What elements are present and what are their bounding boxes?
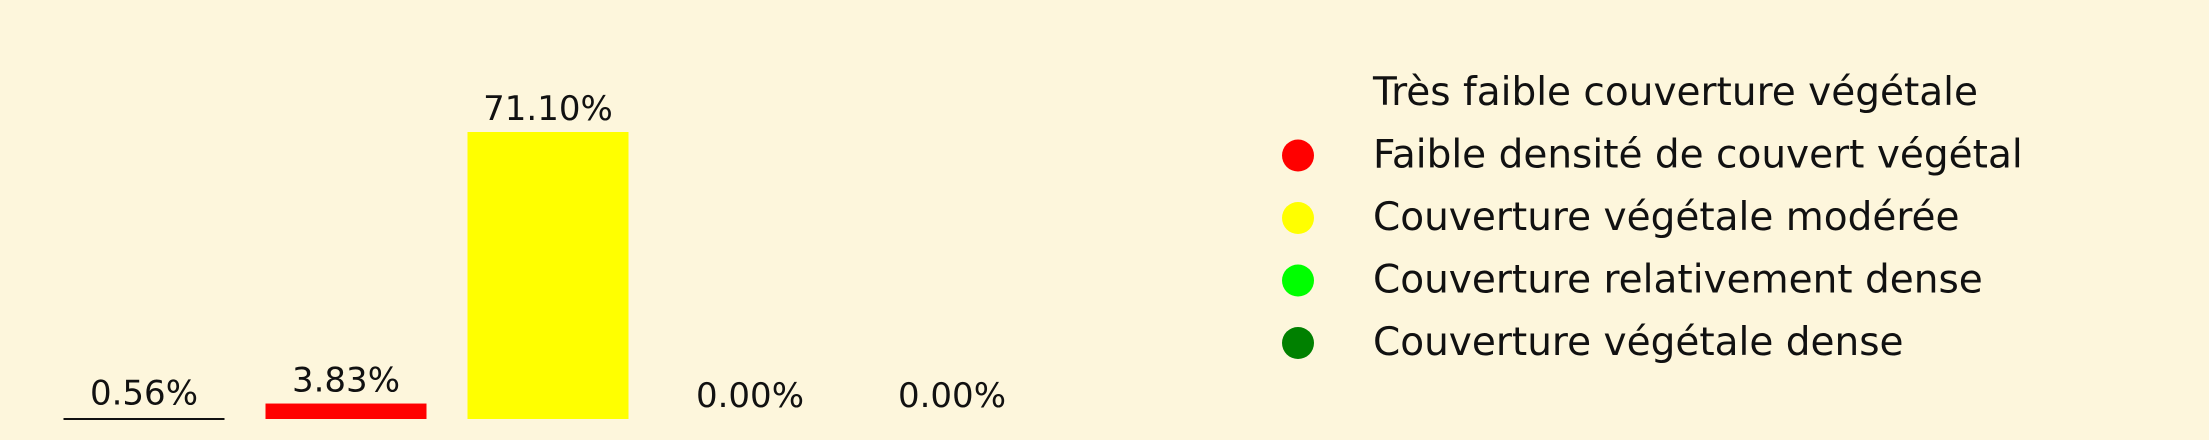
value-label-3: 71.10% [483,89,613,129]
bar-2 [265,403,427,419]
value-label-1: 0.56% [90,374,198,414]
legend-label-1: Très faible couverture végétale [1372,70,1978,115]
legend-label-3: Couverture végétale modérée [1373,195,1960,240]
value-labels-layer: 0.56% 3.83% 71.10% 0.00% 0.00% [90,89,1006,416]
value-label-4: 0.00% [696,376,804,416]
legend-label-2: Faible densité de couvert végétal [1373,133,2023,178]
legend-marker-1 [1282,77,1314,109]
legend-marker-3 [1282,202,1314,234]
legend-label-5: Couverture végétale dense [1373,320,1904,365]
legend-marker-2 [1282,139,1314,172]
value-label-2: 3.83% [292,361,400,401]
bars-layer [63,132,629,420]
legend: Très faible couverture végétale Faible de… [1282,70,2023,365]
value-label-5: 0.00% [898,376,1006,416]
legend-marker-4 [1282,264,1314,297]
legend-marker-5 [1282,327,1314,359]
legend-label-4: Couverture relativement dense [1373,258,1983,303]
bar-3 [467,132,629,419]
bar-1 [63,416,225,419]
